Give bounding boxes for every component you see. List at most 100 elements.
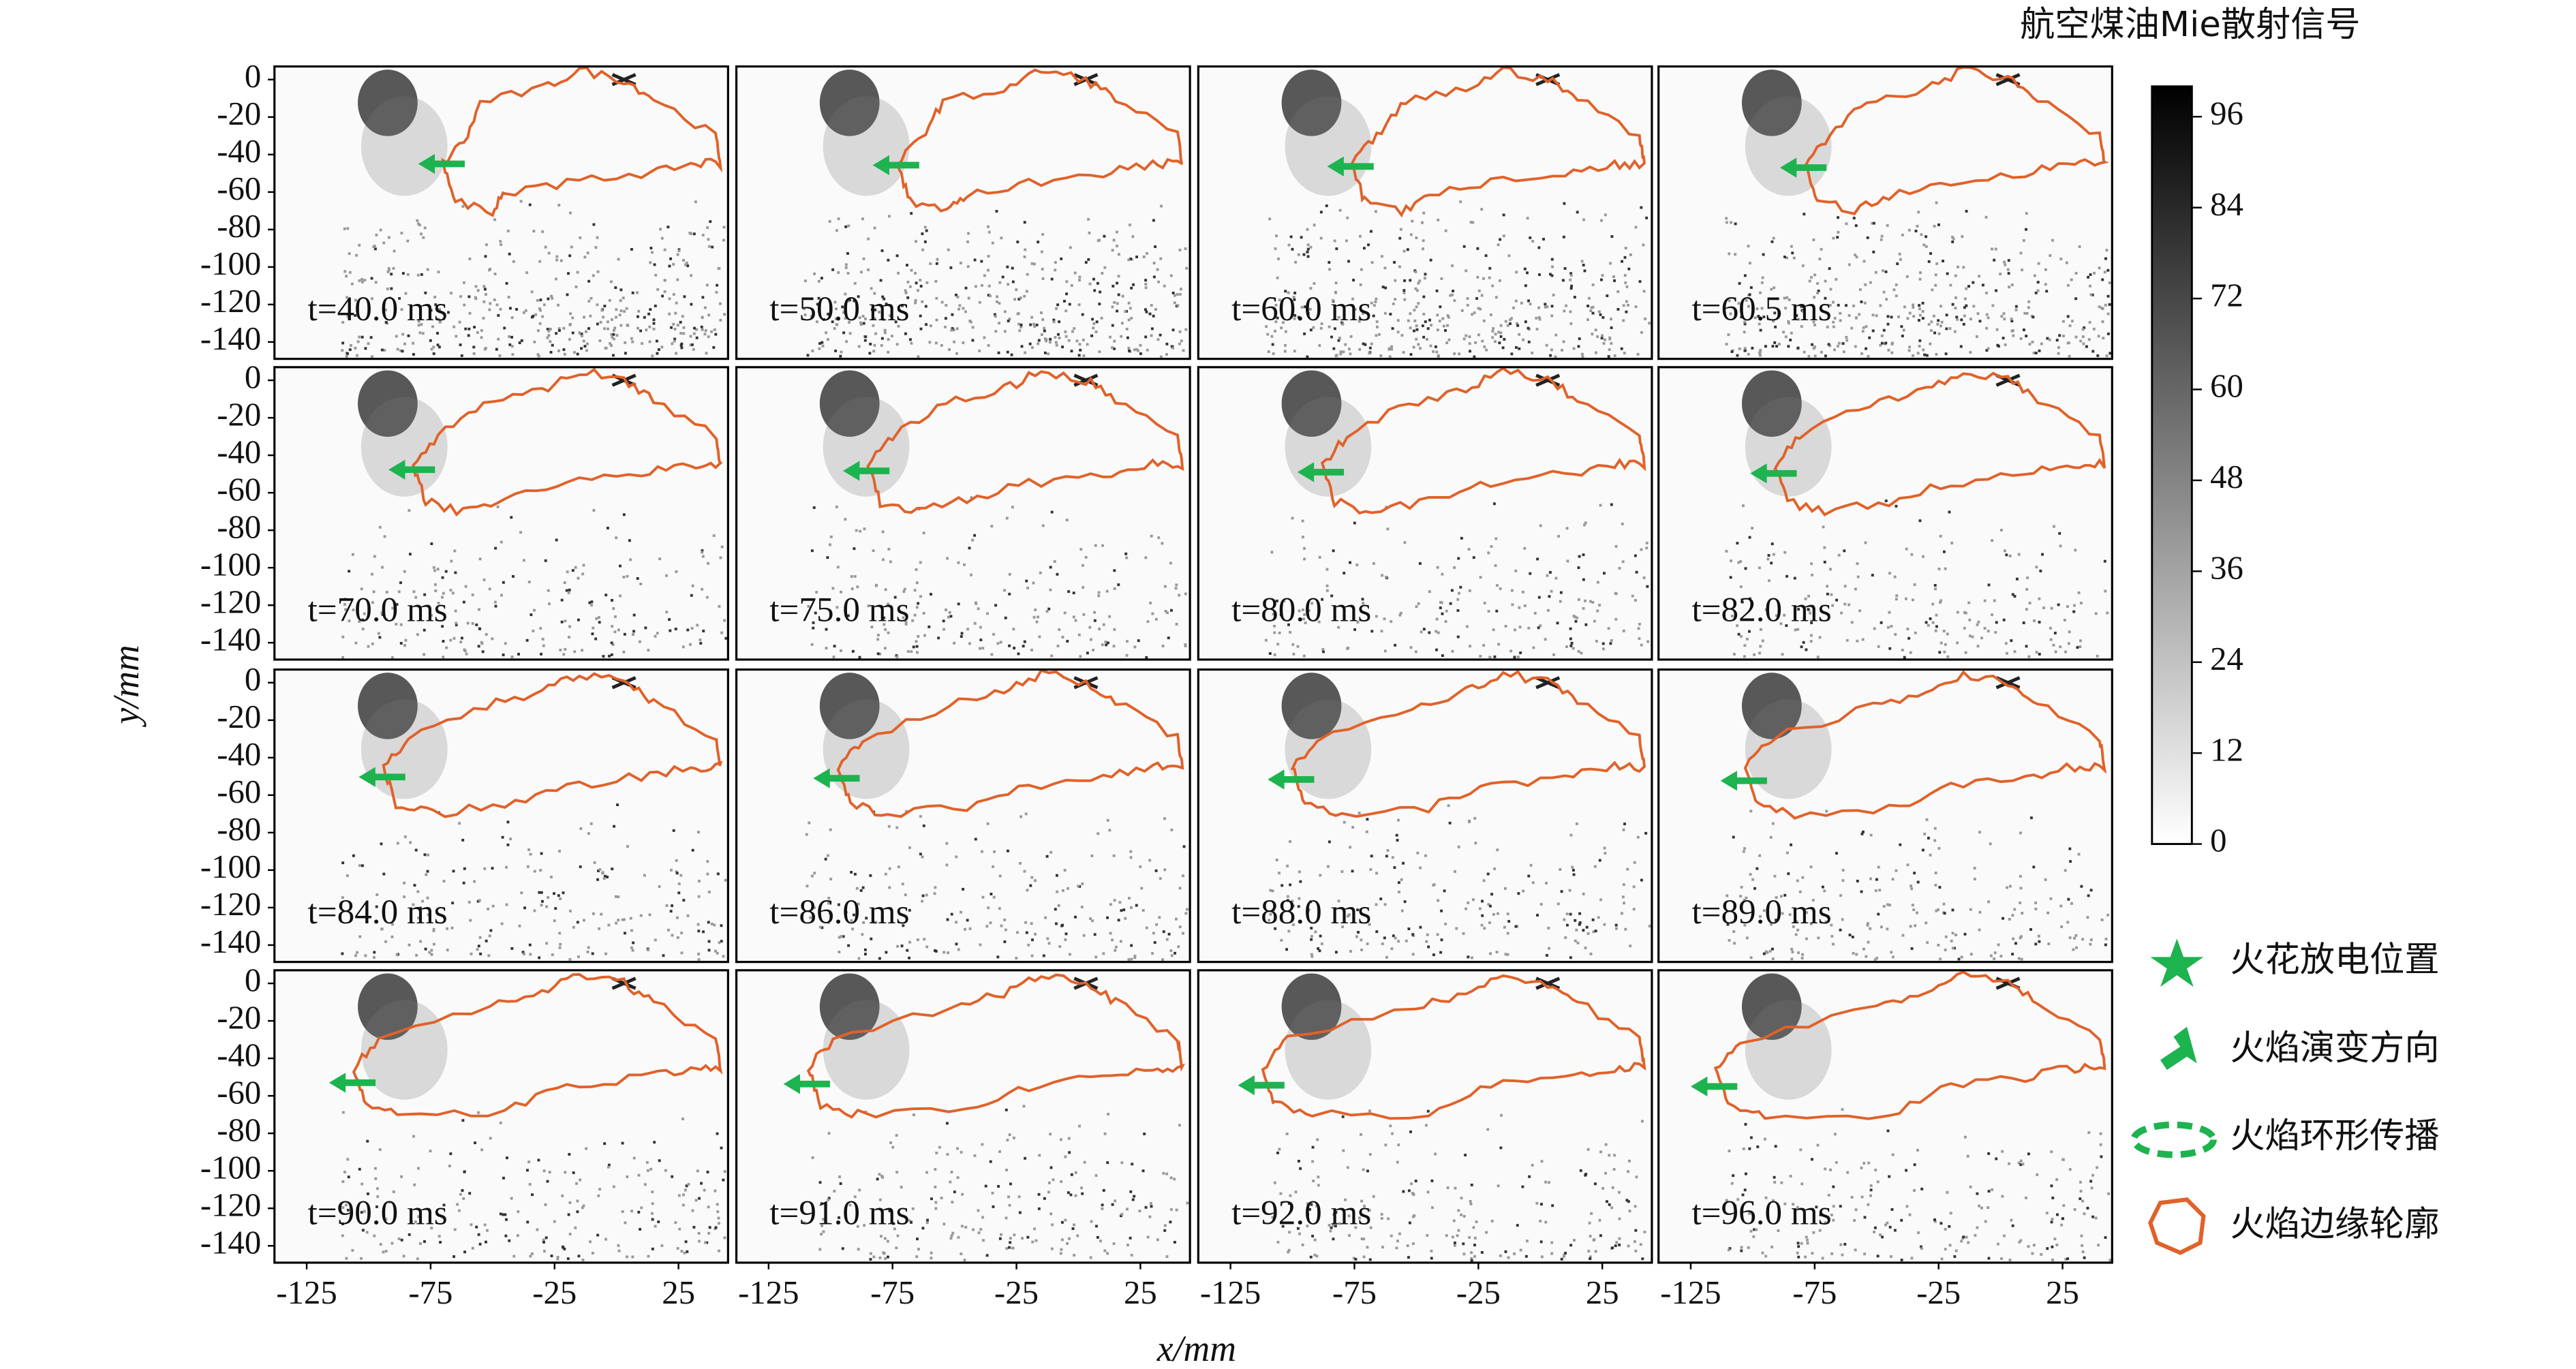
speckle (1318, 949, 1321, 953)
speckle (553, 892, 555, 895)
speckle (2046, 911, 2050, 914)
speckle (1074, 1171, 1077, 1174)
speckle (384, 1250, 388, 1253)
speckle (1372, 314, 1375, 318)
speckle (1546, 609, 1550, 612)
speckle (1856, 639, 1859, 643)
speckle (1099, 290, 1102, 294)
speckle (1175, 583, 1178, 587)
speckle (1999, 273, 2002, 276)
speckle (1862, 947, 1865, 951)
speckle (375, 893, 379, 896)
speckle (1856, 880, 1859, 882)
speckle (536, 353, 540, 356)
speckle (611, 643, 615, 646)
speckle (1144, 308, 1147, 311)
speckle (563, 352, 566, 356)
speckle (1648, 322, 1651, 325)
speckle (1743, 274, 1747, 277)
legend-label: 火焰环形传播 (2230, 1116, 2439, 1156)
speckle (707, 1205, 710, 1209)
panel-label: t=88.0 ms (1231, 893, 1371, 932)
speckle (1584, 1173, 1588, 1175)
speckle (547, 251, 551, 255)
speckle (1518, 606, 1521, 609)
speckle (1418, 562, 1422, 565)
speckle (947, 615, 950, 619)
speckle (1080, 906, 1084, 909)
speckle (1113, 339, 1116, 343)
speckle (1013, 647, 1016, 649)
speckle (1394, 298, 1397, 301)
speckle (1185, 266, 1189, 270)
speckle (1370, 261, 1374, 264)
speckle (581, 649, 584, 652)
speckle (1178, 292, 1182, 296)
speckle (577, 618, 580, 621)
speckle (2027, 300, 2031, 303)
panel-frame (1197, 65, 1653, 360)
speckle (1949, 1212, 1952, 1215)
speckle (1462, 1214, 1466, 1218)
speckle (880, 249, 884, 252)
speckle (415, 953, 418, 957)
speckle (1457, 1209, 1460, 1212)
speckle (1777, 342, 1781, 345)
speckle (683, 295, 686, 298)
speckle (1424, 1124, 1428, 1127)
speckle (1303, 613, 1306, 616)
speckle (449, 1152, 453, 1156)
speckle (569, 211, 572, 215)
speckle (568, 338, 571, 341)
speckle (1918, 345, 1921, 348)
y-tick-label: -140 (200, 621, 261, 658)
speckle (1169, 609, 1173, 612)
speckle (1610, 235, 1614, 239)
speckle (675, 570, 678, 573)
speckle (1805, 937, 1808, 940)
speckle (880, 916, 884, 919)
speckle (1017, 652, 1020, 656)
speckle (1274, 329, 1277, 333)
speckle (1589, 309, 1593, 313)
speckle (1470, 1259, 1473, 1262)
speckle (1739, 634, 1743, 638)
speckle (1071, 330, 1074, 333)
speckle (624, 341, 627, 344)
speckle (1477, 307, 1480, 310)
speckle (1727, 333, 1730, 337)
speckle (1944, 643, 1947, 646)
speckle (428, 951, 431, 954)
speckle (2008, 1259, 2012, 1261)
speckle (419, 906, 423, 910)
speckle (1349, 335, 1353, 338)
speckle (1068, 1237, 1071, 1240)
speckle (703, 1188, 706, 1192)
speckle (1435, 289, 1439, 292)
speckle (423, 628, 426, 632)
speckle (1802, 309, 1805, 313)
speckle (1485, 1231, 1488, 1234)
speckle (1614, 544, 1618, 548)
speckle (955, 942, 958, 946)
speckle (1271, 889, 1274, 893)
speckle (1625, 310, 1628, 313)
speckle (1524, 320, 1527, 324)
speckle (996, 642, 1000, 645)
speckle (1886, 315, 1890, 318)
speckle (1437, 631, 1440, 634)
speckle (1289, 1194, 1292, 1197)
speckle (850, 575, 853, 578)
speckle (1905, 1205, 1909, 1208)
speckle (1344, 343, 1347, 346)
speckle (2079, 339, 2083, 343)
speckle (851, 927, 855, 931)
speckle (1379, 354, 1383, 358)
speckle (2088, 321, 2091, 324)
speckle (818, 1181, 822, 1184)
colorbar-tick-label: 96 (2210, 95, 2243, 132)
speckle (343, 1171, 346, 1173)
speckle (1832, 301, 1835, 304)
speckle (1416, 851, 1420, 855)
speckle (1879, 343, 1882, 347)
